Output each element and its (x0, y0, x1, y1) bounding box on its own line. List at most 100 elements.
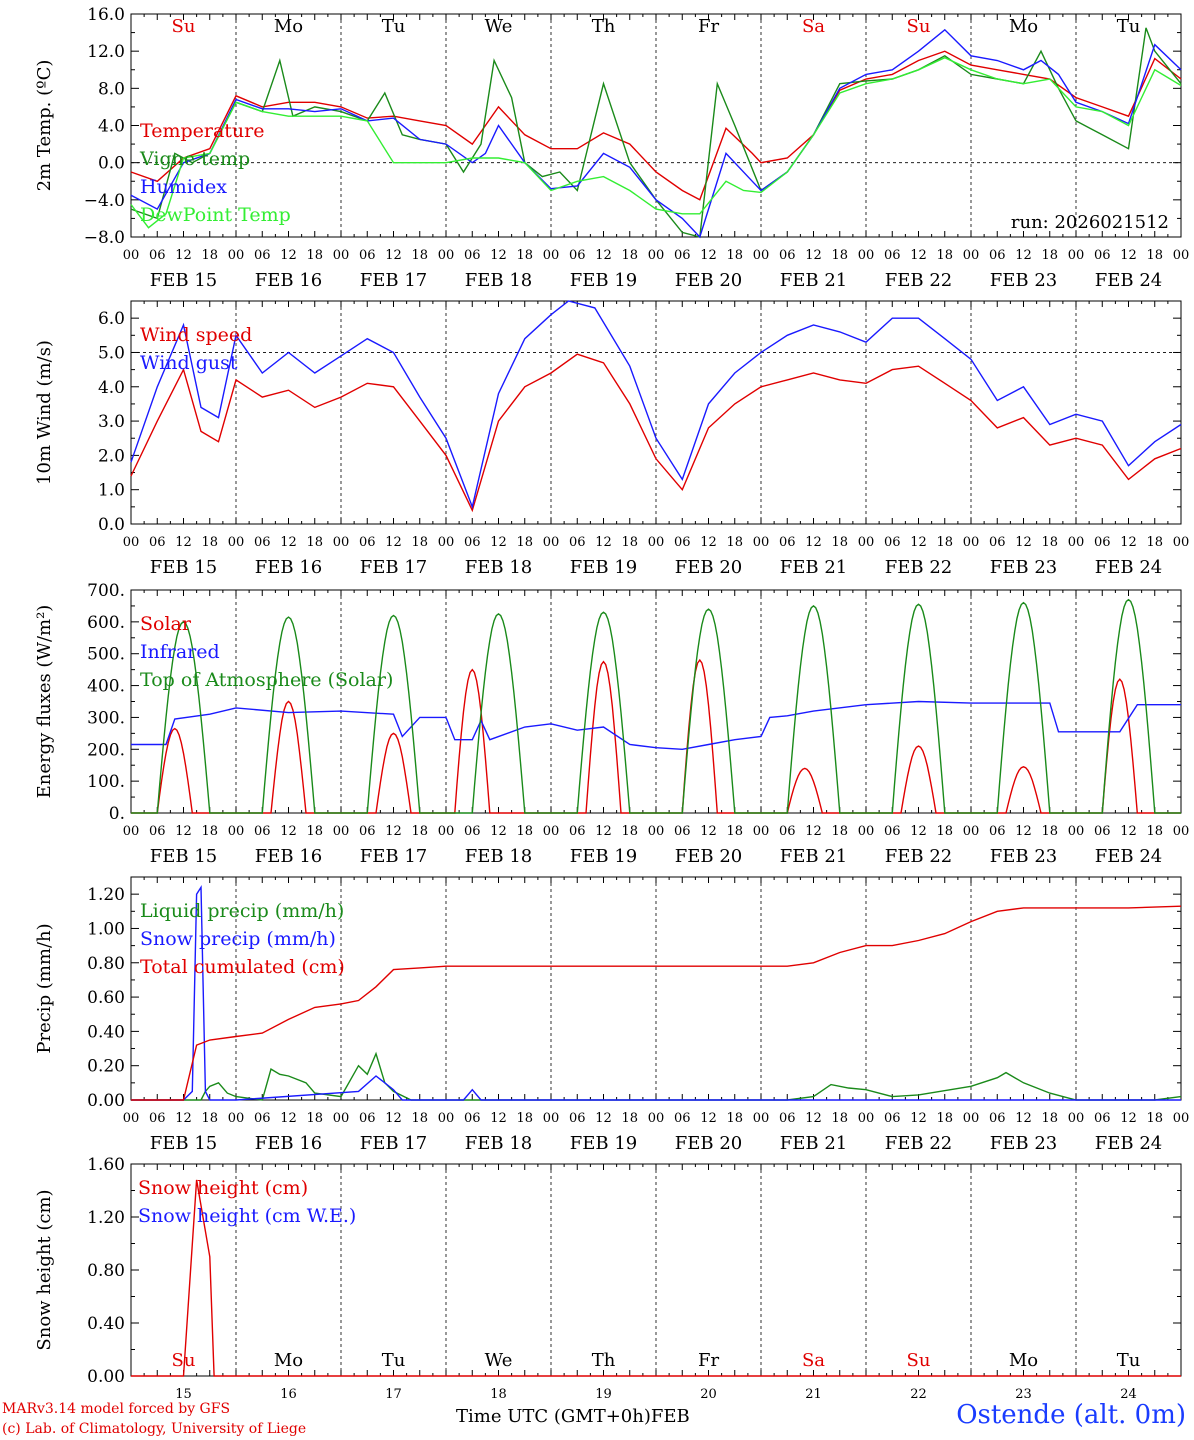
weekday-label: Tu (1117, 1350, 1141, 1371)
x-hour-label: 18 (1041, 248, 1058, 263)
x-hour-label: 06 (254, 824, 271, 839)
x-hour-label: 00 (438, 535, 455, 550)
x-hour-label: 12 (175, 248, 192, 263)
y-axis-title: Precip (mm/h) (34, 923, 55, 1053)
x-day-number: 21 (805, 1387, 822, 1402)
legend-entry: Infrared (140, 641, 220, 663)
y-tick-label: 0.00 (87, 1367, 125, 1387)
model-credit: MARv3.14 model forced by GFS (2, 1401, 231, 1417)
x-hour-label: 18 (1146, 535, 1163, 550)
x-hour-label: 18 (1146, 1111, 1163, 1126)
x-hour-label: 00 (648, 824, 665, 839)
x-date-label: FEB 22 (885, 1133, 952, 1154)
x-hour-label: 18 (936, 824, 953, 839)
x-date-label: FEB 21 (780, 557, 847, 578)
x-hour-label: 18 (516, 248, 533, 263)
x-hour-label: 12 (280, 248, 297, 263)
legend-entry: Snow precip (mm/h) (140, 928, 336, 950)
x-hour-label: 12 (175, 824, 192, 839)
weekday-label: Su (172, 1350, 196, 1371)
month-label: FEB (650, 1406, 690, 1427)
legend-entry: Snow height (cm W.E.) (138, 1205, 356, 1227)
x-hour-label: 12 (595, 1111, 612, 1126)
weekday-label: Tu (1117, 16, 1141, 37)
legend-entry: Wind gust (140, 352, 238, 374)
x-date-label: FEB 22 (885, 557, 952, 578)
x-date-label: FEB 18 (465, 557, 532, 578)
legend-entry: Top of Atmosphere (Solar) (140, 669, 393, 691)
x-hour-label: 06 (779, 1111, 796, 1126)
x-hour-label: 06 (884, 248, 901, 263)
x-date-label: FEB 19 (570, 846, 637, 867)
weekday-label: Fr (698, 1350, 719, 1371)
y-tick-label: 4.0 (98, 117, 125, 137)
y-tick-label: 1.20 (87, 885, 125, 905)
x-date-label: FEB 15 (150, 557, 217, 578)
x-hour-label: 00 (648, 1111, 665, 1126)
x-hour-label: 18 (621, 535, 638, 550)
y-tick-label: 0.40 (87, 1314, 125, 1334)
x-date-label: FEB 20 (675, 557, 742, 578)
weekday-label: Sa (802, 1350, 825, 1371)
y-tick-label: 2.0 (98, 446, 125, 466)
weekday-label: We (485, 1350, 513, 1371)
y-tick-label: 0.20 (87, 1057, 125, 1077)
x-date-label: FEB 24 (1095, 557, 1162, 578)
x-hour-label: 06 (1094, 1111, 1111, 1126)
x-date-label: FEB 16 (255, 557, 322, 578)
x-date-label: FEB 22 (885, 270, 952, 291)
x-hour-label: 06 (254, 535, 271, 550)
x-hour-label: 12 (910, 1111, 927, 1126)
x-date-label: FEB 20 (675, 270, 742, 291)
series-line-top-of-atmosphere-solar- (131, 598, 1181, 814)
x-day-number: 18 (490, 1387, 507, 1402)
x-hour-label: 18 (726, 824, 743, 839)
x-hour-label: 12 (1120, 1111, 1137, 1126)
x-hour-label: 18 (411, 824, 428, 839)
series-line-humidex (130, 28, 1182, 239)
x-hour-label: 06 (149, 824, 166, 839)
x-hour-label: 06 (149, 248, 166, 263)
x-hour-label: 00 (228, 248, 245, 263)
x-hour-label: 12 (595, 824, 612, 839)
weekday-label: We (485, 16, 513, 37)
x-hour-label: 00 (753, 824, 770, 839)
y-tick-label: 1.20 (87, 1208, 125, 1228)
x-hour-label: 06 (884, 824, 901, 839)
x-hour-label: 00 (333, 824, 350, 839)
x-date-label: FEB 19 (570, 557, 637, 578)
panel-temperature: −8.0 −4.0 0.0 4.0 8.0 12.0 16.0 2m Temp. (ºC) 00… (34, 5, 1189, 291)
weekday-label: Th (592, 1350, 616, 1371)
x-date-label: FEB 19 (570, 270, 637, 291)
x-hour-label: 18 (516, 824, 533, 839)
x-date-label: FEB 22 (885, 846, 952, 867)
x-hour-label: 18 (1041, 535, 1058, 550)
x-hour-label: 00 (858, 824, 875, 839)
x-hour-label: 06 (674, 1111, 691, 1126)
x-hour-label: 00 (438, 824, 455, 839)
x-hour-label: 18 (1146, 824, 1163, 839)
x-hour-label: 00 (123, 248, 140, 263)
y-tick-label: 0.80 (87, 954, 125, 974)
x-hour-label: 00 (1173, 824, 1190, 839)
x-date-label: FEB 19 (570, 1133, 637, 1154)
x-date-label: FEB 17 (360, 846, 427, 867)
series-line-snow-height-cm- (131, 1179, 1181, 1377)
x-hour-label: 12 (385, 824, 402, 839)
x-hour-label: 06 (989, 535, 1006, 550)
y-tick-label: 400. (87, 677, 125, 697)
x-hour-label: 12 (1120, 824, 1137, 839)
x-hour-label: 06 (989, 824, 1006, 839)
x-hour-label: 00 (438, 248, 455, 263)
x-day-number: 23 (1015, 1387, 1032, 1402)
weekday-label: Fr (698, 16, 719, 37)
x-hour-label: 00 (543, 535, 560, 550)
legend-entry: DewPoint Temp (140, 204, 291, 226)
x-hour-label: 18 (516, 1111, 533, 1126)
x-hour-label: 12 (1120, 248, 1137, 263)
station-name: Ostende (alt. 0m) (956, 1400, 1186, 1430)
y-tick-label: 1.00 (87, 919, 125, 939)
legend-entry: Liquid precip (mm/h) (140, 900, 344, 922)
x-hour-label: 00 (648, 535, 665, 550)
y-tick-label: 0. (109, 804, 125, 824)
